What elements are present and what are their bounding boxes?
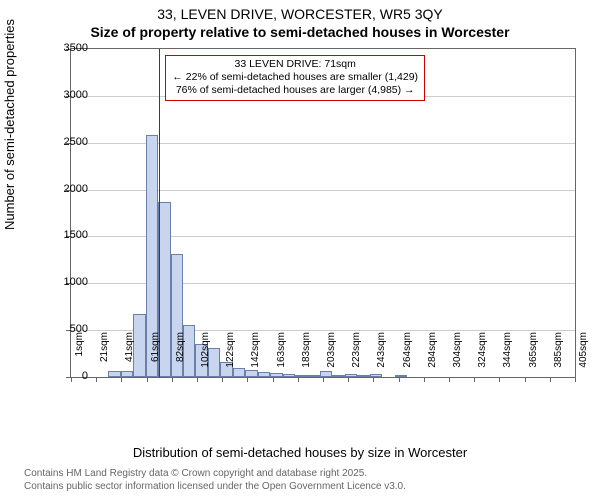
x-tick-label: 1sqm	[74, 332, 85, 384]
x-tick-mark	[96, 377, 97, 382]
x-tick-mark	[399, 377, 400, 382]
y-axis-label: Number of semi-detached properties	[2, 19, 17, 230]
x-tick-mark	[373, 377, 374, 382]
x-tick-label: 344sqm	[502, 332, 513, 384]
footnote: Contains HM Land Registry data © Crown c…	[24, 468, 406, 493]
annotation-box: 33 LEVEN DRIVE: 71sqm← 22% of semi-detac…	[165, 55, 425, 101]
x-axis-label: Distribution of semi-detached houses by …	[0, 445, 600, 460]
x-tick-mark	[525, 377, 526, 382]
x-tick-label: 102sqm	[200, 332, 211, 384]
x-tick-mark	[172, 377, 173, 382]
x-tick-label: 82sqm	[175, 332, 186, 384]
x-tick-mark	[449, 377, 450, 382]
x-tick-label: 142sqm	[250, 332, 261, 384]
histogram-bar	[133, 314, 145, 377]
histogram-bar	[108, 371, 120, 377]
annotation-line1: 33 LEVEN DRIVE: 71sqm	[172, 58, 418, 71]
x-tick-mark	[424, 377, 425, 382]
x-tick-label: 385sqm	[553, 332, 564, 384]
x-tick-mark	[247, 377, 248, 382]
x-tick-label: 304sqm	[452, 332, 463, 384]
x-tick-label: 264sqm	[402, 332, 413, 384]
chart-container: 33, LEVEN DRIVE, WORCESTER, WR5 3QY Size…	[0, 0, 600, 500]
x-tick-label: 41sqm	[124, 332, 135, 384]
x-tick-mark	[298, 377, 299, 382]
reference-line	[159, 49, 160, 377]
plot-area: 33 LEVEN DRIVE: 71sqm← 22% of semi-detac…	[70, 48, 576, 378]
x-tick-mark	[197, 377, 198, 382]
x-tick-mark	[499, 377, 500, 382]
x-tick-mark	[323, 377, 324, 382]
x-tick-mark	[273, 377, 274, 382]
x-tick-label: 284sqm	[427, 332, 438, 384]
x-tick-label: 223sqm	[351, 332, 362, 384]
y-tick-label: 3500	[38, 42, 88, 54]
x-tick-label: 243sqm	[376, 332, 387, 384]
annotation-line2: ← 22% of semi-detached houses are smalle…	[172, 71, 418, 84]
x-tick-label: 203sqm	[326, 332, 337, 384]
x-tick-mark	[348, 377, 349, 382]
y-tick-label: 1500	[38, 229, 88, 241]
x-tick-mark	[575, 377, 576, 382]
x-tick-label: 21sqm	[99, 332, 110, 384]
y-tick-label: 2000	[38, 183, 88, 195]
y-tick-label: 2500	[38, 136, 88, 148]
x-tick-label: 365sqm	[528, 332, 539, 384]
x-tick-mark	[222, 377, 223, 382]
x-tick-mark	[147, 377, 148, 382]
title-address: 33, LEVEN DRIVE, WORCESTER, WR5 3QY	[0, 6, 600, 22]
x-tick-mark	[474, 377, 475, 382]
y-tick-label: 3000	[38, 89, 88, 101]
footnote-line2: Contains public sector information licen…	[24, 481, 406, 494]
x-tick-label: 61sqm	[150, 332, 161, 384]
x-tick-mark	[550, 377, 551, 382]
x-tick-label: 122sqm	[225, 332, 236, 384]
title-subtitle: Size of property relative to semi-detach…	[0, 24, 600, 40]
x-tick-label: 163sqm	[276, 332, 287, 384]
x-tick-label: 324sqm	[477, 332, 488, 384]
y-tick-label: 1000	[38, 276, 88, 288]
footnote-line1: Contains HM Land Registry data © Crown c…	[24, 468, 406, 481]
annotation-line3: 76% of semi-detached houses are larger (…	[172, 84, 418, 97]
x-tick-mark	[121, 377, 122, 382]
x-tick-label: 183sqm	[301, 332, 312, 384]
title-block: 33, LEVEN DRIVE, WORCESTER, WR5 3QY Size…	[0, 6, 600, 40]
x-tick-label: 405sqm	[578, 332, 589, 384]
